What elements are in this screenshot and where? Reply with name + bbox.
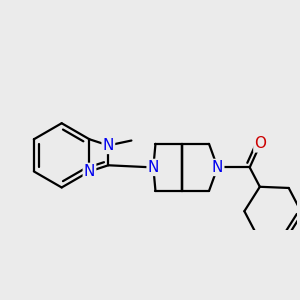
- Text: N: N: [148, 160, 159, 175]
- Text: N: N: [103, 138, 114, 153]
- Text: N: N: [84, 164, 95, 179]
- Text: O: O: [254, 136, 266, 152]
- Text: N: N: [212, 160, 223, 175]
